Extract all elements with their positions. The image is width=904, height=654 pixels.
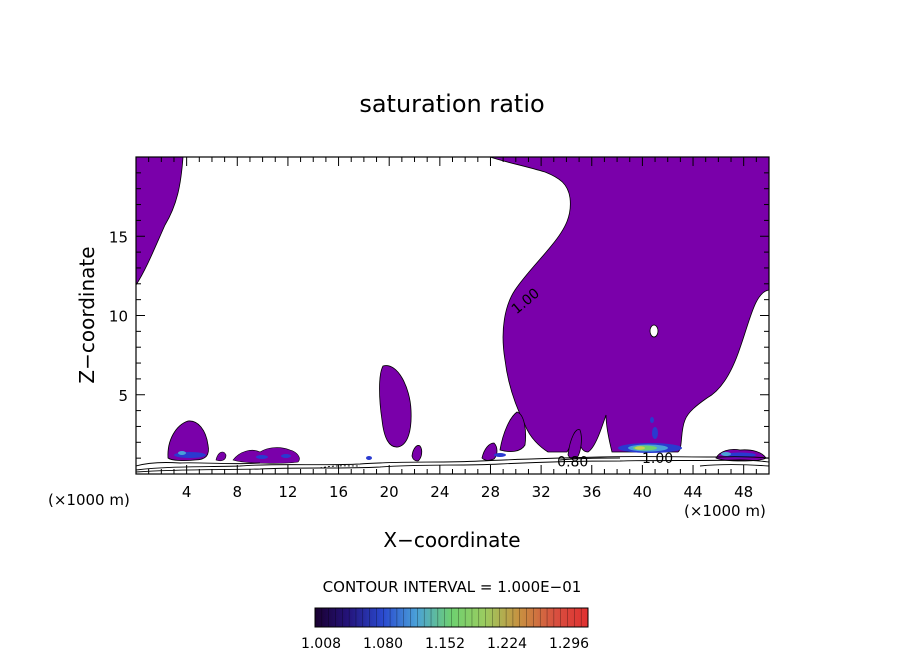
x-tick-label: 36 <box>582 483 601 501</box>
x-tick-label: 32 <box>532 483 551 501</box>
region-blob-30 <box>499 411 526 452</box>
y-ticks: 5 10 15 <box>109 172 769 459</box>
x-unit-right: (×1000 m) <box>684 502 766 520</box>
x-tick-label: 24 <box>430 483 449 501</box>
colorbar-tick-label: 1.296 <box>549 636 589 652</box>
contour-label: 1.00 <box>642 451 673 467</box>
x-ticks: 4 8 12 16 20 24 28 32 36 40 44 48 <box>148 157 757 501</box>
x-tick-label: 16 <box>329 483 348 501</box>
colorbar-tick-label: 1.224 <box>487 636 527 652</box>
x-tick-label: 48 <box>734 483 753 501</box>
region-blob-28 <box>481 442 498 461</box>
contour-interval-text: CONTOUR INTERVAL = 1.000E−01 <box>323 578 582 596</box>
x-axis-label: X−coordinate <box>383 528 520 552</box>
y-axis-label: Z−coordinate <box>75 246 99 383</box>
x-tick-label: 20 <box>380 483 399 501</box>
x-tick-label: 8 <box>233 483 243 501</box>
region-hole <box>649 324 659 338</box>
x-unit-left: (×1000 m) <box>48 491 130 509</box>
y-tick-label: 10 <box>109 308 128 326</box>
region-blob-22 <box>411 445 423 462</box>
contour-label: 0.80 <box>557 454 588 470</box>
x-tick-label: 12 <box>278 483 297 501</box>
y-tick-label: 5 <box>118 387 128 405</box>
region-blob-7 <box>215 451 227 462</box>
chart-title: saturation ratio <box>359 90 544 118</box>
colorbar-tick-labels: 1.008 1.080 1.152 1.224 1.296 <box>301 636 589 652</box>
colorbar-tick-label: 1.080 <box>363 636 403 652</box>
x-tick-label: 40 <box>633 483 652 501</box>
y-tick-label: 15 <box>109 228 128 246</box>
colorbar-tick-label: 1.008 <box>301 636 341 652</box>
x-tick-label: 4 <box>182 483 192 501</box>
saturation-field <box>136 157 769 473</box>
region-left-top <box>136 157 184 286</box>
colorbar-stripes <box>321 608 582 627</box>
x-tick-label: 28 <box>481 483 500 501</box>
colorbar-tick-label: 1.152 <box>425 636 465 652</box>
region-band-10 <box>232 447 300 464</box>
high-saturation-spots <box>174 417 756 460</box>
x-tick-label: 44 <box>683 483 702 501</box>
region-blob-4 <box>167 420 209 461</box>
colorbar: 1.008 1.080 1.152 1.224 1.296 <box>301 607 589 652</box>
region-column-20 <box>379 365 412 448</box>
contour-lines <box>136 456 769 473</box>
